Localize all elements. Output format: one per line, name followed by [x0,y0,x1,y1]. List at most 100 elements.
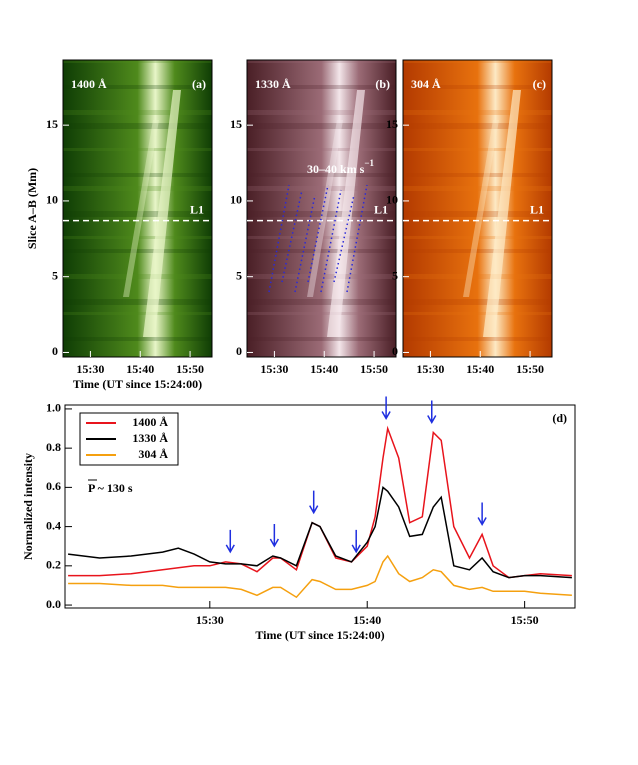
streak [63,211,212,217]
dotted-line [307,184,329,283]
image-bg [247,60,396,357]
streak [403,211,552,217]
streak [247,249,396,253]
y-tick-label: 0 [392,344,398,358]
streak [403,60,552,63]
streak [403,186,552,191]
y-tick-label: 1.0 [46,401,61,415]
streak [247,85,396,89]
image [63,60,212,357]
dotted-line [268,184,290,293]
panel-label: (c) [533,77,546,91]
x-tick-label: 15:50 [511,613,539,627]
y-tick-label: 5 [392,268,398,282]
x-tick-label: 15:30 [260,362,288,376]
legend-label: 1400 Å [132,415,168,429]
streak [403,110,552,115]
streak [403,249,552,253]
streak [403,123,552,129]
streak [63,337,212,341]
arrow [427,400,437,424]
streak [63,312,212,315]
x-tick-label: 15:50 [176,362,204,376]
y-tick-label: 15 [230,117,242,131]
panel-label: (a) [192,77,206,91]
image [403,60,552,357]
streak [247,211,396,217]
streak [247,236,396,239]
streak [63,110,212,115]
y-tick-label: 0 [52,344,58,358]
streak [63,249,212,253]
annotation-sup: −1 [364,158,374,168]
panel-label: (b) [375,77,390,91]
legend-label: 304 Å [138,447,168,461]
streak [63,173,212,177]
x-tick-label: 15:50 [360,362,388,376]
panel-title: 304 Å [411,77,441,91]
y-tick-label: 15 [386,117,398,131]
y-tick-label: 0.4 [46,518,61,532]
streak [403,337,552,341]
y-tick-label: 0.2 [46,558,61,572]
series-line [68,554,572,599]
streak [247,337,396,341]
cut-label: L1 [190,202,204,216]
dotted-line [320,189,342,293]
bright-streak [307,120,343,297]
streak [403,236,552,239]
streak [403,299,552,305]
streak [63,186,212,191]
y-label: Slice A–B (Mm) [25,168,39,249]
streak [63,123,212,129]
x-label: Time (UT since 15:24:00) [73,377,202,391]
frame [62,59,213,358]
streak [247,173,396,177]
image [247,60,396,357]
x-tick-label: 15:30 [416,362,444,376]
x-tick-label: 15:40 [126,362,154,376]
y-tick-label: 10 [230,193,242,207]
bright-streak [143,90,181,337]
arrow [309,490,319,515]
image-bg [63,60,212,357]
streak [63,236,212,239]
note: P ~ 130 s [88,481,133,495]
streak [403,173,552,177]
y-tick-label: 10 [46,193,58,207]
x-label: Time (UT since 15:24:00) [255,628,384,642]
series-line [68,486,572,579]
dotted-line [294,194,316,293]
arrow [269,524,280,548]
y-tick-label: 0.8 [46,440,61,454]
streak [63,274,212,279]
y-tick-label: 0.6 [46,479,61,493]
x-tick-label: 15:30 [76,362,104,376]
y-tick-label: 5 [236,268,242,282]
x-tick-label: 15:40 [466,362,494,376]
panel-title: 1400 Å [71,77,107,91]
series-line [68,425,572,579]
y-label: Normalized intensity [21,453,35,560]
bright-streak [327,90,365,337]
y-tick-label: 15 [46,117,58,131]
y-tick-label: 0 [236,344,242,358]
streak [63,299,212,305]
x-tick-label: 15:50 [516,362,544,376]
bright-streak [483,90,521,337]
y-tick-label: 10 [386,193,398,207]
streak [403,85,552,89]
streak [63,85,212,89]
streak [247,148,396,151]
arrow [381,396,391,421]
panel-title: 1330 Å [255,77,291,91]
streak [247,186,396,191]
frame [64,404,576,609]
frame [246,59,397,358]
cut-label: L1 [530,202,544,216]
frame [402,59,553,358]
streak [247,123,396,129]
streak [63,148,212,151]
arrow [477,502,487,526]
